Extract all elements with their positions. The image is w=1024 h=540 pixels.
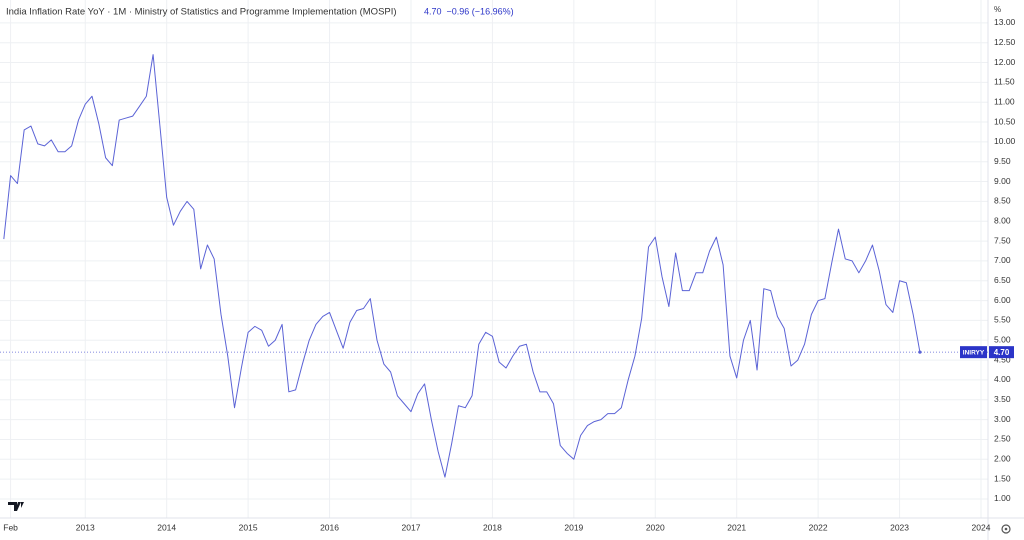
y-tick-label: 12.00 bbox=[994, 57, 1016, 67]
x-tick-label: 2018 bbox=[483, 522, 502, 532]
y-tick-label: 3.50 bbox=[994, 394, 1011, 404]
legend-value: 4.70 bbox=[424, 6, 442, 16]
x-tick-label: 2017 bbox=[402, 522, 421, 532]
price-tag bbox=[989, 346, 1014, 359]
tv-logo bbox=[8, 502, 24, 511]
y-tick-label: 9.50 bbox=[994, 156, 1011, 166]
y-tick-label: 2.50 bbox=[994, 434, 1011, 444]
symbol-tag-label: INIRYY bbox=[963, 349, 985, 356]
x-tick-label: 2019 bbox=[564, 522, 583, 532]
data-line bbox=[3, 54, 921, 478]
last-point bbox=[918, 350, 922, 354]
price-tag-label: 4.70 bbox=[994, 348, 1010, 357]
x-tick-label: 2013 bbox=[76, 522, 95, 532]
x-tick-label: Feb bbox=[3, 522, 18, 532]
y-tick-label: 7.50 bbox=[994, 235, 1011, 245]
settings-icon[interactable] bbox=[1001, 524, 1011, 534]
x-tick-label: 2016 bbox=[320, 522, 339, 532]
y-tick-label: 11.50 bbox=[994, 77, 1015, 87]
y-tick-label: 7.00 bbox=[994, 255, 1011, 265]
y-tick-label: 1.00 bbox=[994, 493, 1011, 503]
y-tick-label: 6.00 bbox=[994, 295, 1011, 305]
gear[interactable] bbox=[1001, 524, 1011, 534]
y-tick-label: 10.50 bbox=[994, 116, 1016, 126]
y-tick-label: 13.00 bbox=[994, 17, 1016, 27]
logo-shape bbox=[8, 502, 24, 511]
symbol-tag bbox=[960, 346, 987, 359]
y-tick-label: 4.00 bbox=[994, 374, 1011, 384]
y-tick-label: 5.00 bbox=[994, 335, 1011, 345]
x-tick-label: 2024 bbox=[972, 522, 991, 532]
x-tick-label: 2014 bbox=[157, 522, 176, 532]
y-tick-label: 9.00 bbox=[994, 176, 1011, 186]
grid bbox=[0, 0, 988, 518]
y-tick-label: 12.50 bbox=[994, 37, 1016, 47]
y-tick-label: 11.00 bbox=[994, 96, 1015, 106]
x-tick-label: 2020 bbox=[646, 522, 665, 532]
legend-change: −0.96 (−16.96%) bbox=[447, 6, 514, 16]
x-tick-label: 2022 bbox=[809, 522, 828, 532]
y-tick-label: 4.50 bbox=[994, 354, 1011, 364]
y-tick-label: 10.00 bbox=[994, 136, 1016, 146]
x-tick-label: 2015 bbox=[239, 522, 258, 532]
chart-title: India Inflation Rate YoY · 1M · Ministry… bbox=[6, 7, 397, 18]
y-tick-label: 2.00 bbox=[994, 454, 1011, 464]
y-unit: % bbox=[994, 5, 1001, 14]
y-tick-label: 1.50 bbox=[994, 473, 1011, 483]
gear-center[interactable] bbox=[1004, 527, 1008, 531]
y-tick-label: 5.50 bbox=[994, 315, 1011, 325]
y-tick-label: 6.50 bbox=[994, 275, 1011, 285]
y-tick-label: 8.50 bbox=[994, 196, 1011, 206]
x-tick-label: 2023 bbox=[890, 522, 909, 532]
x-tick-label: 2021 bbox=[727, 522, 746, 532]
y-tick-label: 3.00 bbox=[994, 414, 1011, 424]
y-tick-label: 8.00 bbox=[994, 215, 1011, 225]
